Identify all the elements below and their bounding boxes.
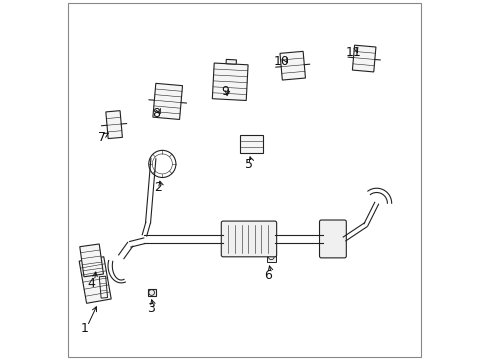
Bar	[352, 45, 375, 72]
Bar	[280, 51, 305, 80]
Text: 7: 7	[98, 131, 106, 144]
Text: 5: 5	[244, 158, 252, 171]
FancyBboxPatch shape	[319, 220, 346, 258]
Bar	[212, 63, 247, 100]
Bar	[266, 251, 275, 262]
FancyBboxPatch shape	[221, 221, 276, 257]
Text: 8: 8	[152, 107, 160, 120]
Text: 3: 3	[146, 302, 154, 315]
Text: 10: 10	[273, 55, 289, 68]
Bar	[87, 253, 95, 260]
Bar	[153, 84, 182, 120]
Text: 9: 9	[221, 85, 228, 98]
Text: 4: 4	[87, 277, 95, 290]
Text: 2: 2	[154, 181, 162, 194]
Bar	[105, 111, 122, 139]
Bar	[80, 244, 103, 277]
Bar	[240, 135, 263, 153]
Text: 1: 1	[81, 323, 88, 336]
Bar	[79, 257, 111, 303]
Bar	[147, 289, 155, 296]
Text: 6: 6	[264, 269, 272, 282]
Bar	[225, 59, 236, 64]
Text: 11: 11	[345, 46, 361, 59]
Bar	[99, 276, 107, 298]
